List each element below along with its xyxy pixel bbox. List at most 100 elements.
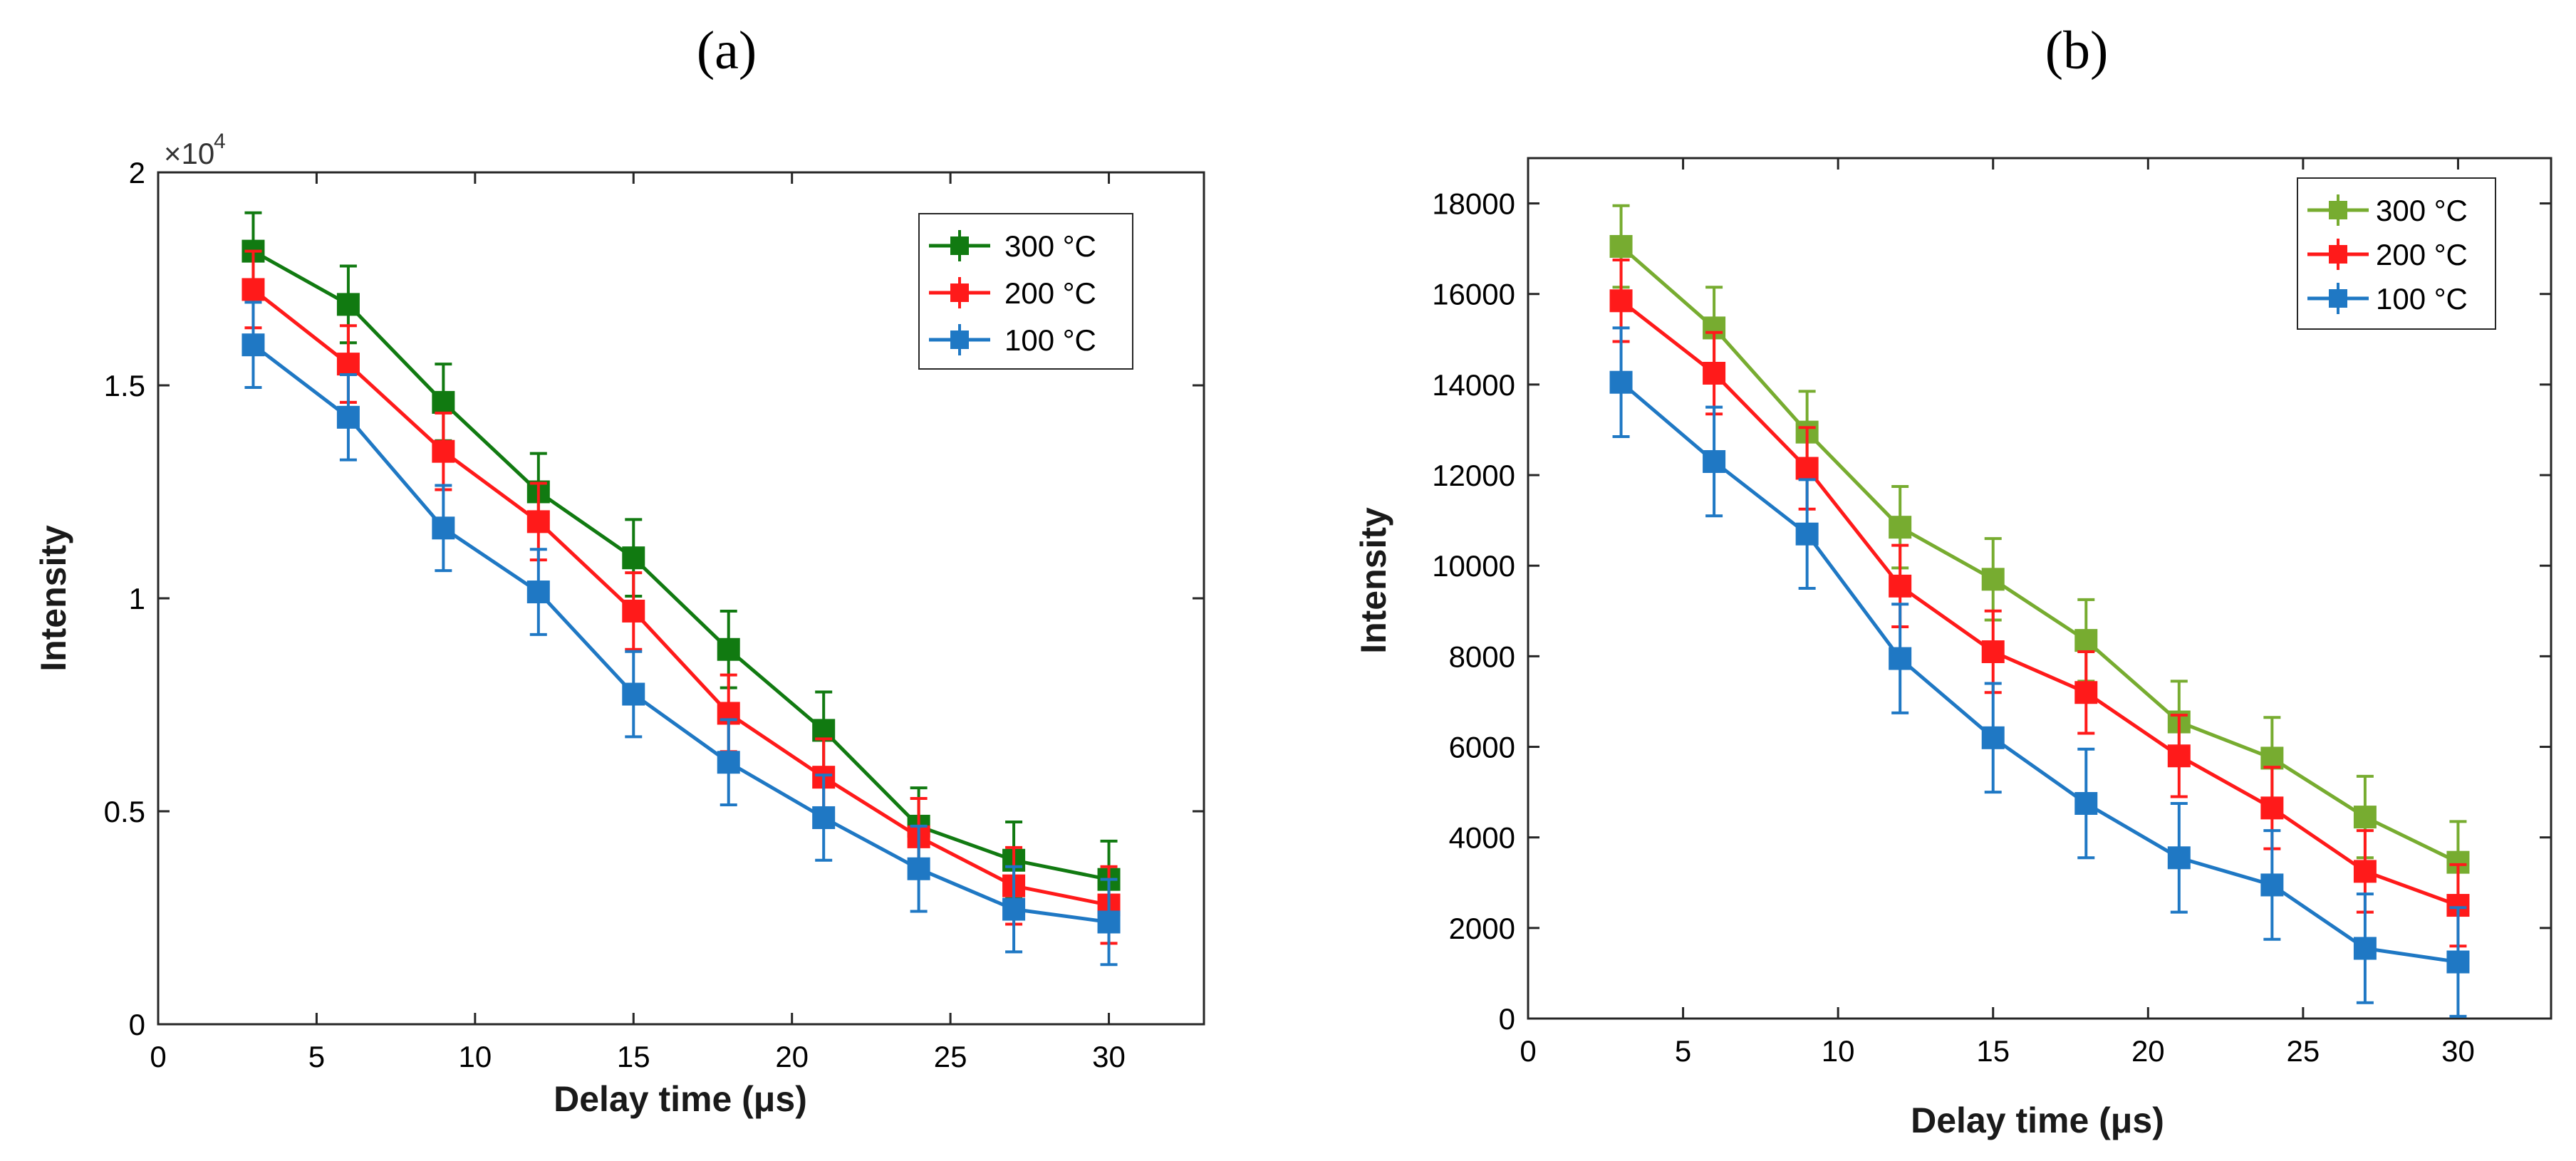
data-point bbox=[1609, 234, 1633, 258]
data-point bbox=[526, 580, 550, 604]
x-tick-label: 25 bbox=[2287, 1034, 2320, 1068]
data-point bbox=[1795, 457, 1819, 480]
data-point bbox=[2353, 806, 2377, 829]
legend-entries-b: 300 °C 200 °C 100 °C bbox=[2307, 194, 2468, 316]
x-tick-label: 10 bbox=[458, 1040, 492, 1073]
y-tick-label: 8000 bbox=[1449, 640, 1515, 673]
series-100C-b bbox=[1609, 326, 2470, 1018]
data-point bbox=[2353, 937, 2377, 960]
data-point bbox=[622, 682, 645, 706]
data-point bbox=[622, 546, 645, 570]
legend-marker bbox=[2329, 201, 2347, 219]
data-point bbox=[1981, 568, 2005, 591]
x-axis-title-b: Delay time (μs) bbox=[1911, 1100, 2164, 1140]
y-tick-label: 6000 bbox=[1449, 731, 1515, 764]
y-tick-label: 2000 bbox=[1449, 912, 1515, 945]
data-point bbox=[1703, 362, 1726, 385]
x-axis-title-a: Delay time (μs) bbox=[554, 1079, 807, 1119]
data-point bbox=[1981, 640, 2005, 664]
legend-label: 300 °C bbox=[1004, 229, 1096, 263]
y-axis-title-a: Intensity bbox=[33, 525, 73, 672]
data-point bbox=[2167, 846, 2191, 870]
data-point bbox=[242, 333, 265, 357]
chart-panel-a: (a) 0 0.5 1 1.5 2 0 5 10 15 20 25 30 ×10 4 Delay t… bbox=[33, 21, 1205, 1119]
data-point bbox=[1889, 516, 1912, 539]
data-point bbox=[2260, 873, 2284, 897]
data-point bbox=[242, 278, 265, 301]
x-tick-label: 30 bbox=[2441, 1034, 2475, 1068]
legend-label: 100 °C bbox=[2376, 282, 2468, 316]
series-100C-a bbox=[242, 301, 1121, 967]
legend-marker bbox=[2329, 245, 2347, 264]
data-point bbox=[1097, 910, 1121, 934]
data-point bbox=[1609, 370, 1633, 394]
series-line bbox=[1619, 245, 2459, 864]
legend-label: 200 °C bbox=[1004, 276, 1096, 310]
x-tick-label: 25 bbox=[934, 1040, 967, 1073]
y-tick-label: 12000 bbox=[1432, 459, 1515, 492]
data-point bbox=[907, 857, 930, 880]
x-tick-label: 10 bbox=[1822, 1034, 1855, 1068]
data-point bbox=[336, 405, 360, 429]
data-point bbox=[2074, 792, 2098, 815]
x-tick-label: 30 bbox=[1092, 1040, 1126, 1073]
legend-a: 300 °C 200 °C 100 °C bbox=[918, 213, 1133, 370]
data-point bbox=[717, 637, 740, 661]
x-tick-label: 0 bbox=[150, 1040, 166, 1073]
y-tick-label: 0 bbox=[129, 1008, 145, 1041]
data-point bbox=[1609, 289, 1633, 313]
y-tick-label: 18000 bbox=[1432, 187, 1515, 221]
x-axis-ticks-a: 0 5 10 15 20 25 30 bbox=[150, 172, 1126, 1073]
data-point bbox=[432, 390, 455, 414]
series-200C-b bbox=[1609, 259, 2470, 948]
data-point bbox=[2446, 950, 2470, 974]
series-line bbox=[252, 249, 1110, 882]
data-point bbox=[812, 806, 836, 829]
data-point bbox=[2167, 744, 2191, 768]
y-tick-label: 16000 bbox=[1432, 278, 1515, 311]
y-tick-label: 10000 bbox=[1432, 549, 1515, 583]
legend-marker bbox=[950, 283, 969, 302]
x-axis-ticks-b: 0 5 10 15 20 25 30 bbox=[1520, 158, 2475, 1068]
legend-marker bbox=[2329, 289, 2347, 308]
series-layer-b bbox=[1609, 204, 2470, 1018]
legend-label: 100 °C bbox=[1004, 323, 1096, 357]
data-point bbox=[1981, 726, 2005, 749]
y-tick-label: 14000 bbox=[1432, 368, 1515, 402]
series-line bbox=[251, 343, 1109, 924]
data-point bbox=[1889, 647, 1912, 670]
series-line bbox=[251, 288, 1110, 907]
y-tick-label: 2 bbox=[129, 156, 145, 189]
y-exponent-base: ×10 bbox=[164, 137, 214, 170]
data-point bbox=[1889, 574, 1912, 598]
chart-panel-b: (b) 0 2000 4000 6000 8000 10000 12000 14000 1600… bbox=[1354, 21, 2552, 1140]
x-tick-label: 0 bbox=[1520, 1034, 1536, 1068]
series-line bbox=[1619, 380, 2458, 964]
y-axis-ticks-a: 0 0.5 1 1.5 2 bbox=[104, 156, 1204, 1041]
y-exponent-power: 4 bbox=[214, 130, 226, 153]
y-tick-label: 0.5 bbox=[104, 795, 145, 828]
series-layer-a bbox=[242, 211, 1121, 967]
x-tick-label: 15 bbox=[1976, 1034, 2010, 1068]
legend-marker bbox=[950, 330, 969, 349]
legend-entries-a: 300 °C 200 °C 100 °C bbox=[929, 229, 1096, 357]
data-point bbox=[2260, 746, 2284, 770]
data-point bbox=[432, 516, 455, 540]
x-tick-label: 15 bbox=[617, 1040, 650, 1073]
y-axis-ticks-b: 0 2000 4000 6000 8000 10000 12000 14000 16000 180… bbox=[1432, 187, 2551, 1036]
data-point bbox=[2074, 681, 2098, 704]
data-point bbox=[717, 751, 740, 774]
legend-marker bbox=[950, 236, 969, 255]
data-point bbox=[1795, 522, 1819, 546]
x-tick-label: 5 bbox=[308, 1040, 325, 1073]
y-exponent-a: ×10 4 bbox=[164, 130, 226, 170]
y-tick-label: 4000 bbox=[1449, 821, 1515, 855]
data-point bbox=[336, 293, 360, 316]
y-tick-label: 1.5 bbox=[104, 369, 145, 402]
y-tick-label: 1 bbox=[129, 582, 145, 615]
data-point bbox=[1002, 897, 1026, 921]
data-point bbox=[526, 510, 550, 533]
y-axis-title-b: Intensity bbox=[1354, 507, 1393, 654]
series-line bbox=[1620, 299, 2459, 907]
data-point bbox=[2260, 796, 2284, 820]
